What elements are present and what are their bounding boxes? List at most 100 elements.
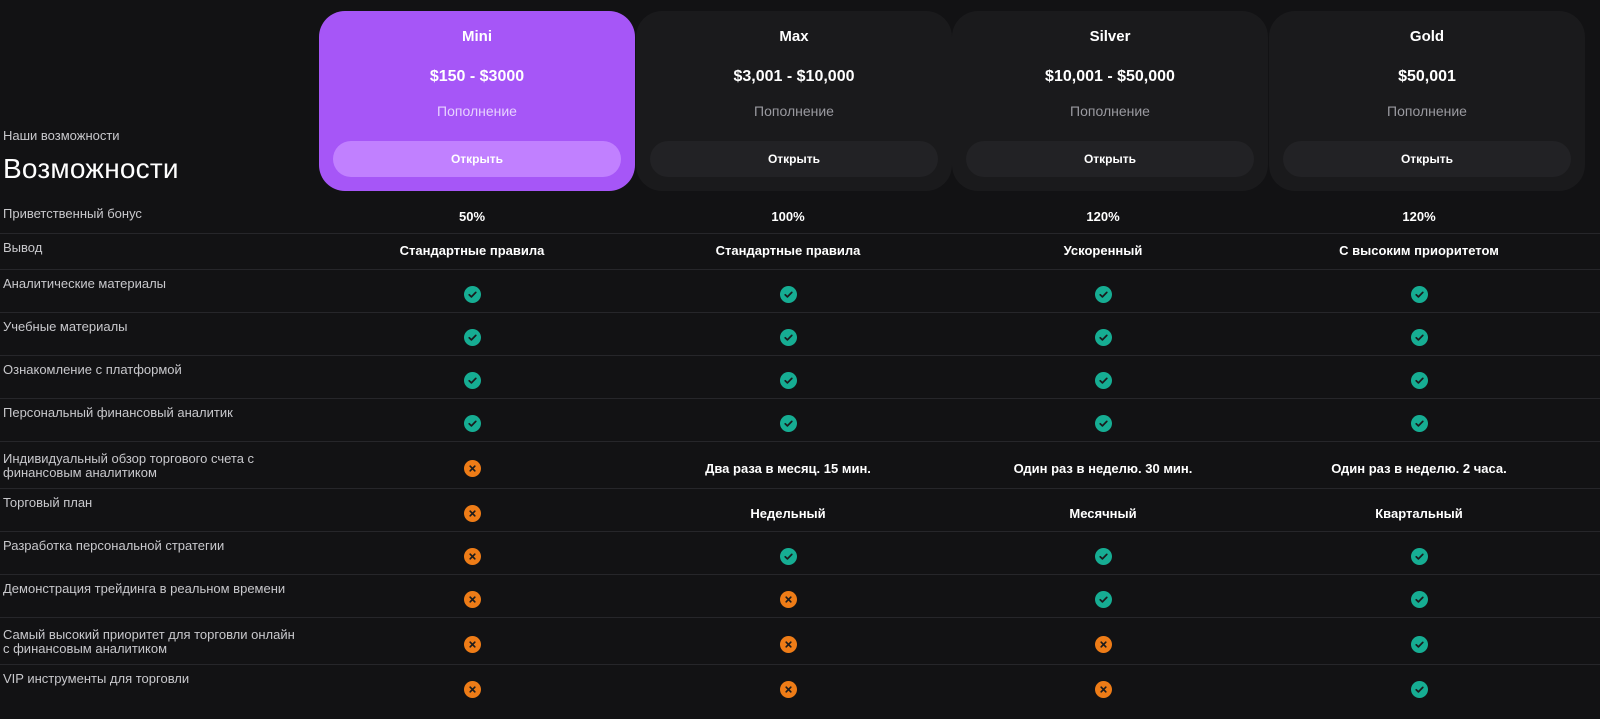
plan-price: $50,001 [1398,68,1456,85]
x-circle-icon [1094,681,1112,699]
x-circle-icon [463,591,481,609]
x-circle-icon [779,681,797,699]
open-button-gold[interactable]: Открыть [1283,141,1571,177]
status-cell [1261,415,1577,433]
status-cell [314,415,630,433]
check-circle-icon [1094,591,1112,609]
status-cell [945,415,1261,433]
table-row: Приветственный бонус 50% 100% 120% 120% [0,200,1600,234]
plan-price: $3,001 - $10,000 [733,68,855,85]
section-header: Наши возможности Возможности [3,128,303,185]
plan-caption: Пополнение [754,103,834,119]
plan-price: $10,001 - $50,000 [1045,68,1175,85]
table-row: Демонстрация трейдинга в реальном времен… [0,575,1600,618]
plan-card-gold: Gold $50,001 Пополнение Открыть [1269,11,1585,191]
status-cell [1261,591,1577,609]
table-row: Персональный финансовый аналитик [0,399,1600,442]
check-circle-icon [1094,415,1112,433]
table-row: Торговый план Недельный Месячный Квартальны… [0,489,1600,532]
status-cell [945,591,1261,609]
value-cell: Один раз в неделю. 30 мин. [1013,461,1193,476]
status-cell [314,460,630,478]
value-cell: Стандартные правила [715,243,861,258]
plan-name: Mini [462,28,492,45]
status-cell [630,681,946,699]
x-circle-icon [463,460,481,478]
value-cell: Ускоренный [1063,243,1143,258]
value-cell: С высоким приоритетом [1339,243,1499,258]
check-circle-icon [1410,548,1428,566]
feature-label: Разработка персональной стратегии [3,538,225,553]
check-circle-icon [1410,415,1428,433]
feature-label: Аналитические материалы [3,276,167,291]
check-circle-icon [1094,372,1112,390]
value-cell: Недельный [750,506,826,521]
check-circle-icon [1410,591,1428,609]
status-cell [314,548,630,566]
check-circle-icon [463,415,481,433]
value-cell: Месячный [1069,506,1137,521]
section-subtitle: Наши возможности [3,128,120,143]
feature-label: Приветственный бонус [3,206,142,221]
plan-card-max: Max $3,001 - $10,000 Пополнение Открыть [636,11,952,191]
status-cell [945,329,1261,347]
value-cell: 120% [1402,209,1436,224]
status-cell [630,636,946,654]
plan-caption: Пополнение [437,103,517,119]
status-cell [630,329,946,347]
x-circle-icon [463,681,481,699]
status-cell [945,681,1261,699]
value-cell: 120% [1086,209,1120,224]
plan-card-mini: Mini $150 - $3000 Пополнение Открыть [319,11,635,191]
status-cell [630,591,946,609]
plan-card-silver: Silver $10,001 - $50,000 Пополнение Открыть [952,11,1268,191]
feature-comparison-table: Приветственный бонус 50% 100% 120% 120% Вывод… [0,200,1600,708]
status-cell [630,372,946,390]
check-circle-icon [463,372,481,390]
status-cell [314,636,630,654]
table-row: Аналитические материалы [0,270,1600,313]
x-circle-icon [463,505,481,523]
check-circle-icon [779,372,797,390]
value-cell: Два раза в месяц. 15 мин. [705,461,871,476]
section-title: Возможности [3,153,179,184]
check-circle-icon [779,415,797,433]
plan-name: Silver [1089,28,1131,45]
check-circle-icon [1410,329,1428,347]
table-row: Учебные материалы [0,313,1600,356]
check-circle-icon [1410,636,1428,654]
plan-name: Max [779,28,809,45]
open-button-silver[interactable]: Открыть [966,141,1254,177]
status-cell [314,591,630,609]
check-circle-icon [1094,286,1112,304]
value-cell: Квартальный [1375,506,1463,521]
plan-price: $150 - $3000 [429,68,525,85]
status-cell [630,286,946,304]
plan-name: Gold [1409,28,1445,45]
status-cell [630,415,946,433]
check-circle-icon [463,329,481,347]
check-circle-icon [779,286,797,304]
status-cell [314,372,630,390]
value-cell: 50% [458,209,486,224]
feature-label: Персональный финансовый аналитик [3,405,233,420]
check-circle-icon [1410,681,1428,699]
plan-caption: Пополнение [1387,103,1467,119]
status-cell [1261,681,1577,699]
feature-label: Вывод [3,240,43,255]
status-cell [945,636,1261,654]
x-circle-icon [779,591,797,609]
status-cell [945,548,1261,566]
x-circle-icon [463,548,481,566]
x-circle-icon [1094,636,1112,654]
table-row: Самый высокий приоритет для торговли онл… [0,618,1600,665]
check-circle-icon [1410,286,1428,304]
status-cell [945,372,1261,390]
status-cell [1261,329,1577,347]
feature-label: Торговый план [3,495,93,510]
value-cell: 100% [771,209,805,224]
open-button-mini[interactable]: Открыть [333,141,621,177]
status-cell [314,681,630,699]
open-button-max[interactable]: Открыть [650,141,938,177]
